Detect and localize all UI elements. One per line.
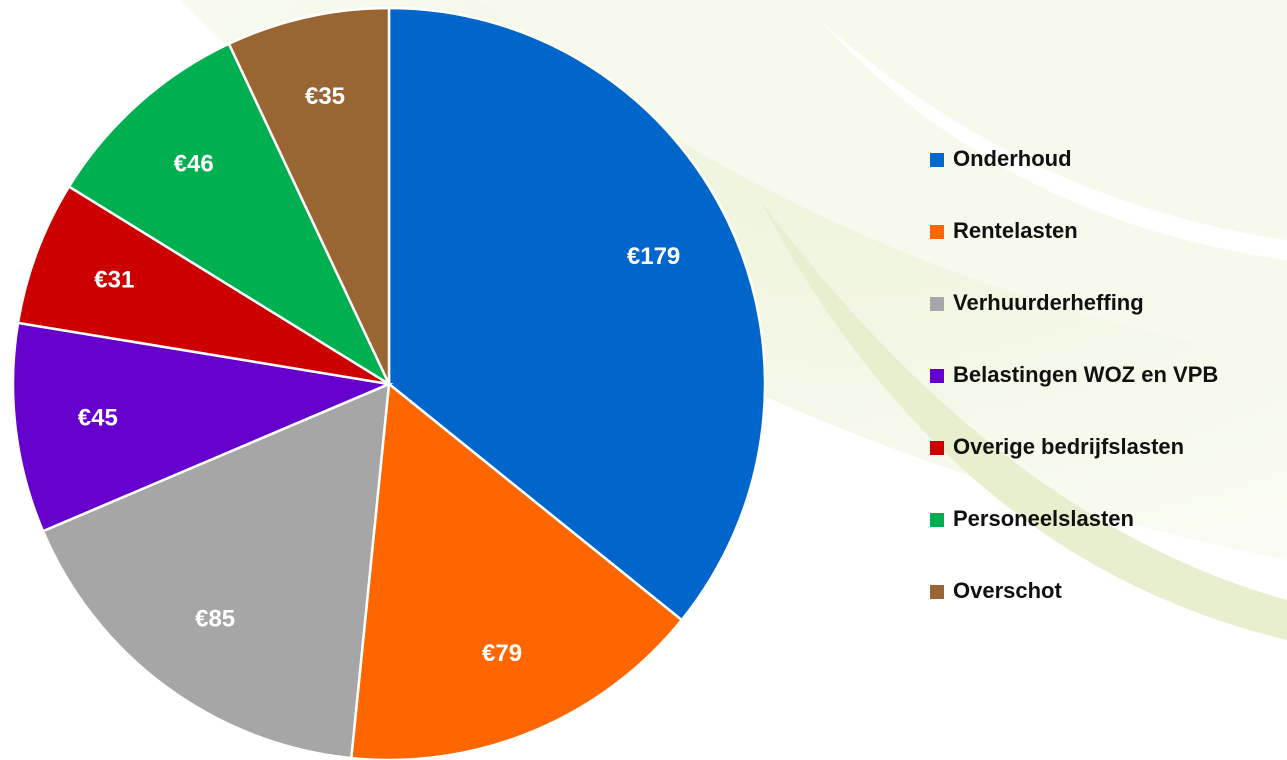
pie-slice: [11, 321, 394, 533]
data-label: €179: [627, 243, 680, 270]
data-label: €45: [78, 404, 118, 431]
data-label: €31: [94, 267, 134, 294]
legend-label: Rentelasten: [953, 218, 1078, 243]
data-label: €35: [305, 83, 345, 110]
pie: €179 €79 €85 €45 €31 €46 €35: [11, 6, 767, 760]
data-label: €79: [482, 640, 522, 667]
legend-label: Belastingen WOZ en VPB: [953, 362, 1218, 387]
pie-slice: [227, 6, 391, 385]
pie-slice: [67, 42, 392, 388]
legend-swatch: [930, 225, 944, 239]
legend-swatch: [930, 585, 944, 599]
legend-label: Verhuurderheffing: [953, 290, 1144, 315]
legend-swatch: [930, 513, 944, 527]
legend-swatch: [930, 153, 944, 167]
pie-slice: [387, 6, 767, 622]
legend-label: Overschot: [953, 578, 1062, 603]
data-label: €46: [174, 151, 214, 178]
pie-slice: [16, 184, 390, 386]
legend-swatch: [930, 369, 944, 383]
data-label: €85: [195, 606, 235, 633]
legend-label: Personeelslasten: [953, 506, 1134, 531]
legend-swatch: [930, 297, 944, 311]
legend-label: Overige bedrijfslasten: [953, 434, 1184, 459]
legend: Onderhoud Rentelasten Verhuurderheffing Bel…: [930, 146, 1218, 603]
legend-swatch: [930, 441, 944, 455]
legend-label: Onderhoud: [953, 146, 1072, 171]
pie-slice: [41, 382, 391, 760]
